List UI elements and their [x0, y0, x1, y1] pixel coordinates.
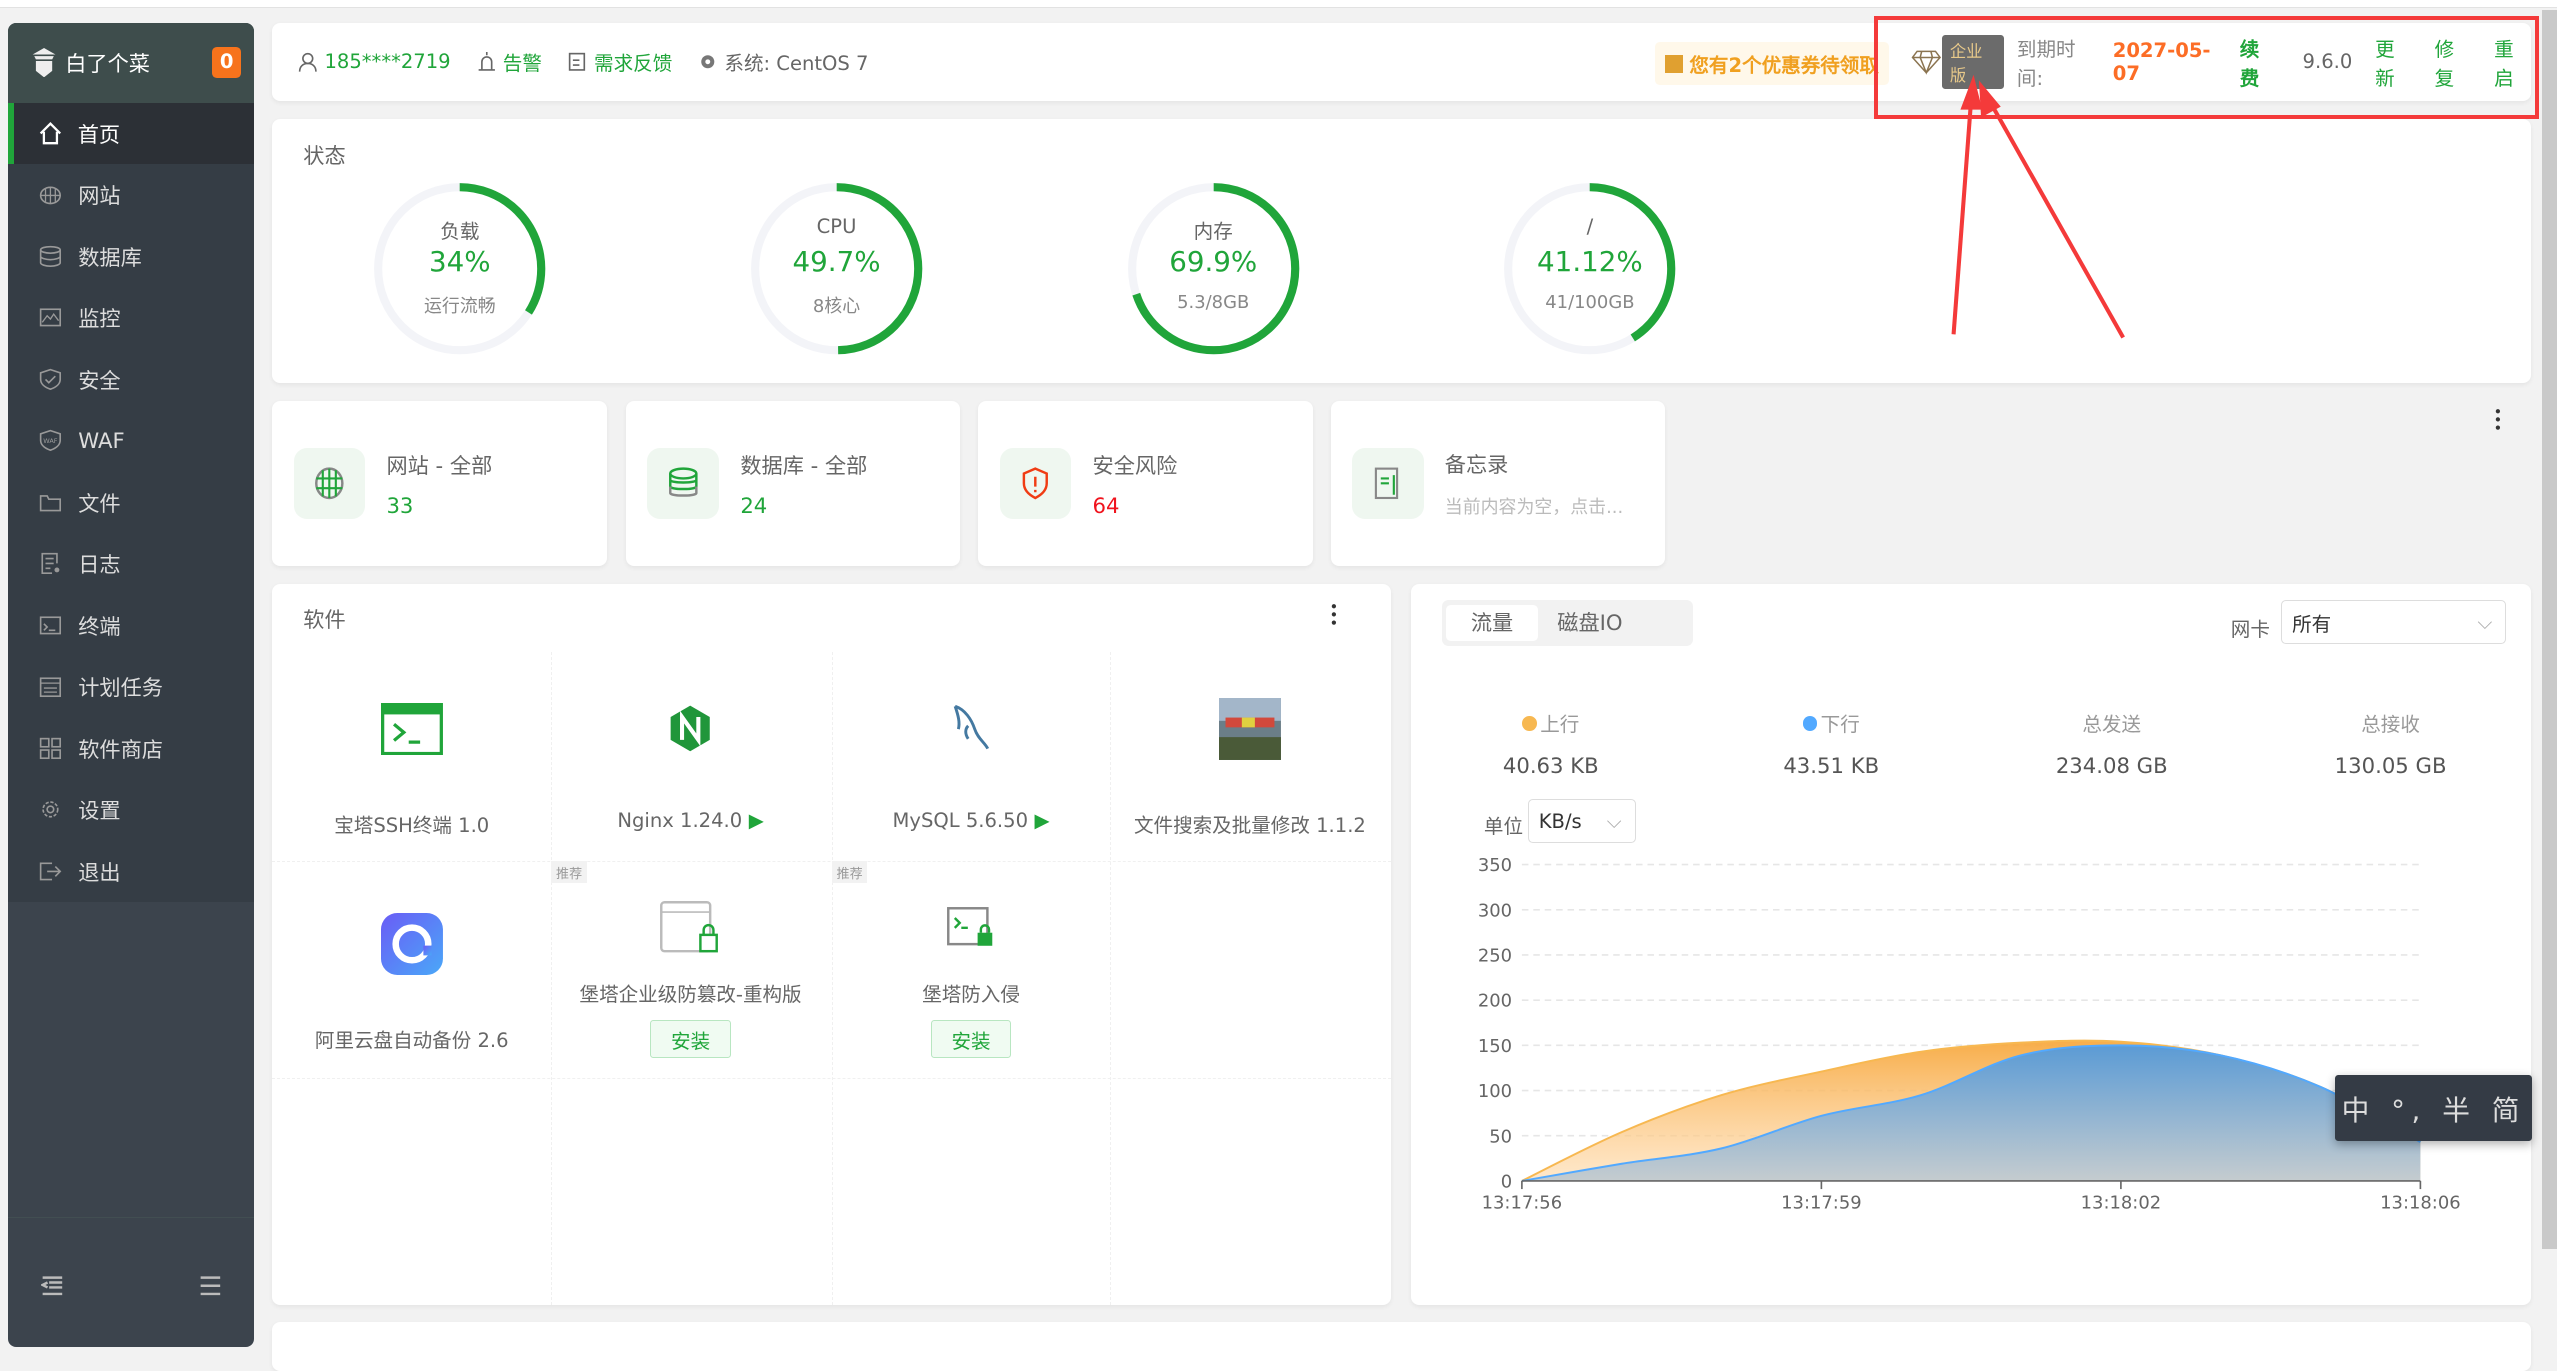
annotation-arrows	[0, 0, 2557, 1350]
